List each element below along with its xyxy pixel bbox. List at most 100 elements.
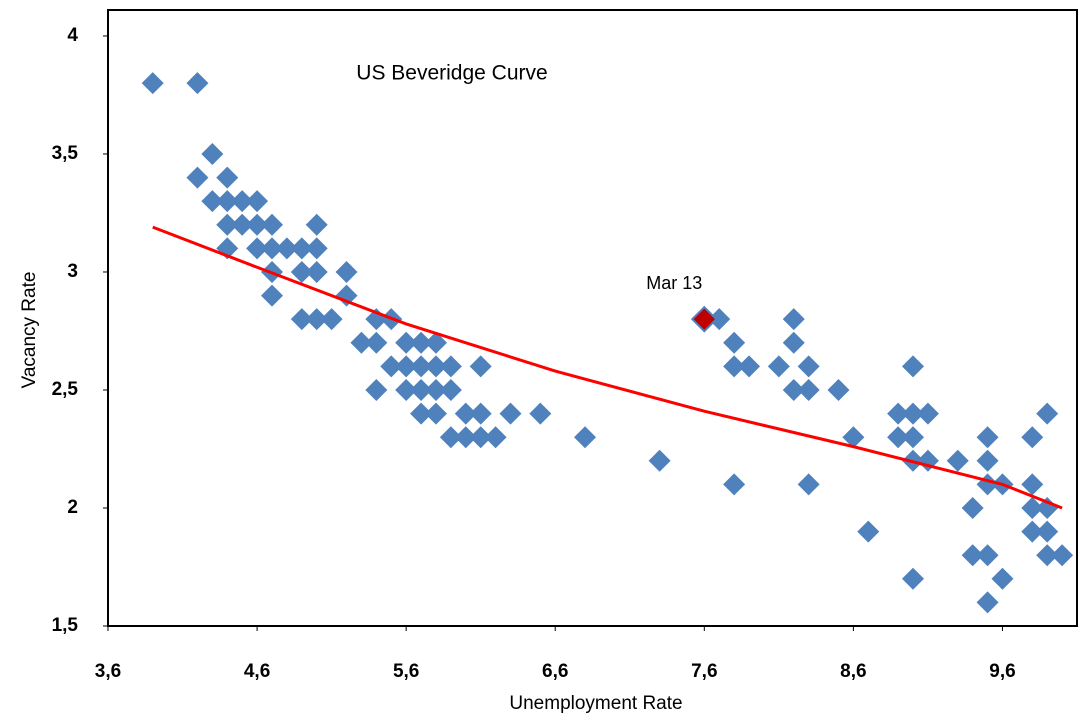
point bbox=[976, 591, 999, 614]
point bbox=[410, 378, 433, 401]
y-tick-label: 3,5 bbox=[52, 143, 79, 164]
point bbox=[1051, 544, 1074, 567]
plot-frame bbox=[107, 9, 1078, 627]
point bbox=[439, 378, 462, 401]
point bbox=[976, 426, 999, 449]
point bbox=[454, 426, 477, 449]
point bbox=[723, 355, 746, 378]
point bbox=[305, 213, 328, 236]
point bbox=[305, 237, 328, 260]
point bbox=[410, 402, 433, 425]
point bbox=[902, 426, 925, 449]
point bbox=[529, 402, 552, 425]
point bbox=[857, 520, 880, 543]
point bbox=[216, 213, 239, 236]
point bbox=[574, 426, 597, 449]
point bbox=[216, 166, 239, 189]
point bbox=[246, 190, 269, 213]
point bbox=[290, 308, 313, 331]
point bbox=[708, 308, 731, 331]
point bbox=[902, 567, 925, 590]
point bbox=[916, 402, 939, 425]
point bbox=[887, 426, 910, 449]
point bbox=[1021, 426, 1044, 449]
point bbox=[1021, 496, 1044, 519]
point bbox=[842, 426, 865, 449]
x-tick-label: 6,6 bbox=[542, 661, 568, 682]
point bbox=[260, 284, 283, 307]
point bbox=[723, 473, 746, 496]
point bbox=[1036, 496, 1059, 519]
point bbox=[827, 378, 850, 401]
point bbox=[350, 331, 373, 354]
point bbox=[1036, 402, 1059, 425]
point bbox=[424, 378, 447, 401]
point bbox=[454, 402, 477, 425]
point bbox=[424, 355, 447, 378]
point bbox=[141, 72, 164, 95]
point bbox=[395, 378, 418, 401]
point bbox=[738, 355, 761, 378]
point bbox=[216, 237, 239, 260]
y-tick-label: 4 bbox=[67, 25, 78, 46]
point bbox=[1036, 520, 1059, 543]
point bbox=[961, 496, 984, 519]
x-tick-label: 3,6 bbox=[95, 661, 121, 682]
y-axis-label: Vacancy Rate bbox=[19, 272, 40, 389]
x-tick-label: 7,6 bbox=[691, 661, 717, 682]
point bbox=[335, 260, 358, 283]
point bbox=[976, 544, 999, 567]
x-tick-label: 5,6 bbox=[393, 661, 419, 682]
point bbox=[1021, 520, 1044, 543]
point bbox=[469, 355, 492, 378]
trend-line bbox=[152, 225, 1063, 510]
point bbox=[1036, 544, 1059, 567]
point bbox=[231, 213, 254, 236]
point bbox=[782, 308, 805, 331]
point bbox=[395, 355, 418, 378]
point bbox=[201, 142, 224, 165]
point bbox=[469, 402, 492, 425]
point bbox=[439, 426, 462, 449]
x-axis-label: Unemployment Rate bbox=[509, 693, 682, 714]
point bbox=[902, 402, 925, 425]
y-tick-label: 2,5 bbox=[52, 379, 79, 400]
point bbox=[946, 449, 969, 472]
y-tick-label: 2 bbox=[67, 497, 78, 518]
point bbox=[275, 237, 298, 260]
point bbox=[961, 544, 984, 567]
point bbox=[648, 449, 671, 472]
x-tick-label: 4,6 bbox=[244, 661, 270, 682]
point bbox=[424, 331, 447, 354]
point bbox=[260, 237, 283, 260]
point bbox=[797, 355, 820, 378]
x-tick-label: 8,6 bbox=[840, 661, 866, 682]
point bbox=[1021, 473, 1044, 496]
point bbox=[290, 237, 313, 260]
point bbox=[305, 260, 328, 283]
point bbox=[887, 402, 910, 425]
point bbox=[335, 284, 358, 307]
point bbox=[499, 402, 522, 425]
point bbox=[797, 378, 820, 401]
chart-title: US Beveridge Curve bbox=[356, 62, 547, 85]
point bbox=[365, 331, 388, 354]
y-tick-label: 1,5 bbox=[52, 615, 79, 636]
point bbox=[797, 473, 820, 496]
point bbox=[365, 378, 388, 401]
point bbox=[395, 331, 418, 354]
point bbox=[320, 308, 343, 331]
point bbox=[410, 331, 433, 354]
point bbox=[484, 426, 507, 449]
point bbox=[991, 567, 1014, 590]
highlight-label: Mar 13 bbox=[646, 273, 702, 293]
point bbox=[201, 190, 224, 213]
point bbox=[976, 449, 999, 472]
point bbox=[246, 237, 269, 260]
highlight-point bbox=[690, 305, 718, 333]
point bbox=[902, 355, 925, 378]
point bbox=[186, 166, 209, 189]
point bbox=[469, 426, 492, 449]
x-tick-label: 9,6 bbox=[989, 661, 1015, 682]
